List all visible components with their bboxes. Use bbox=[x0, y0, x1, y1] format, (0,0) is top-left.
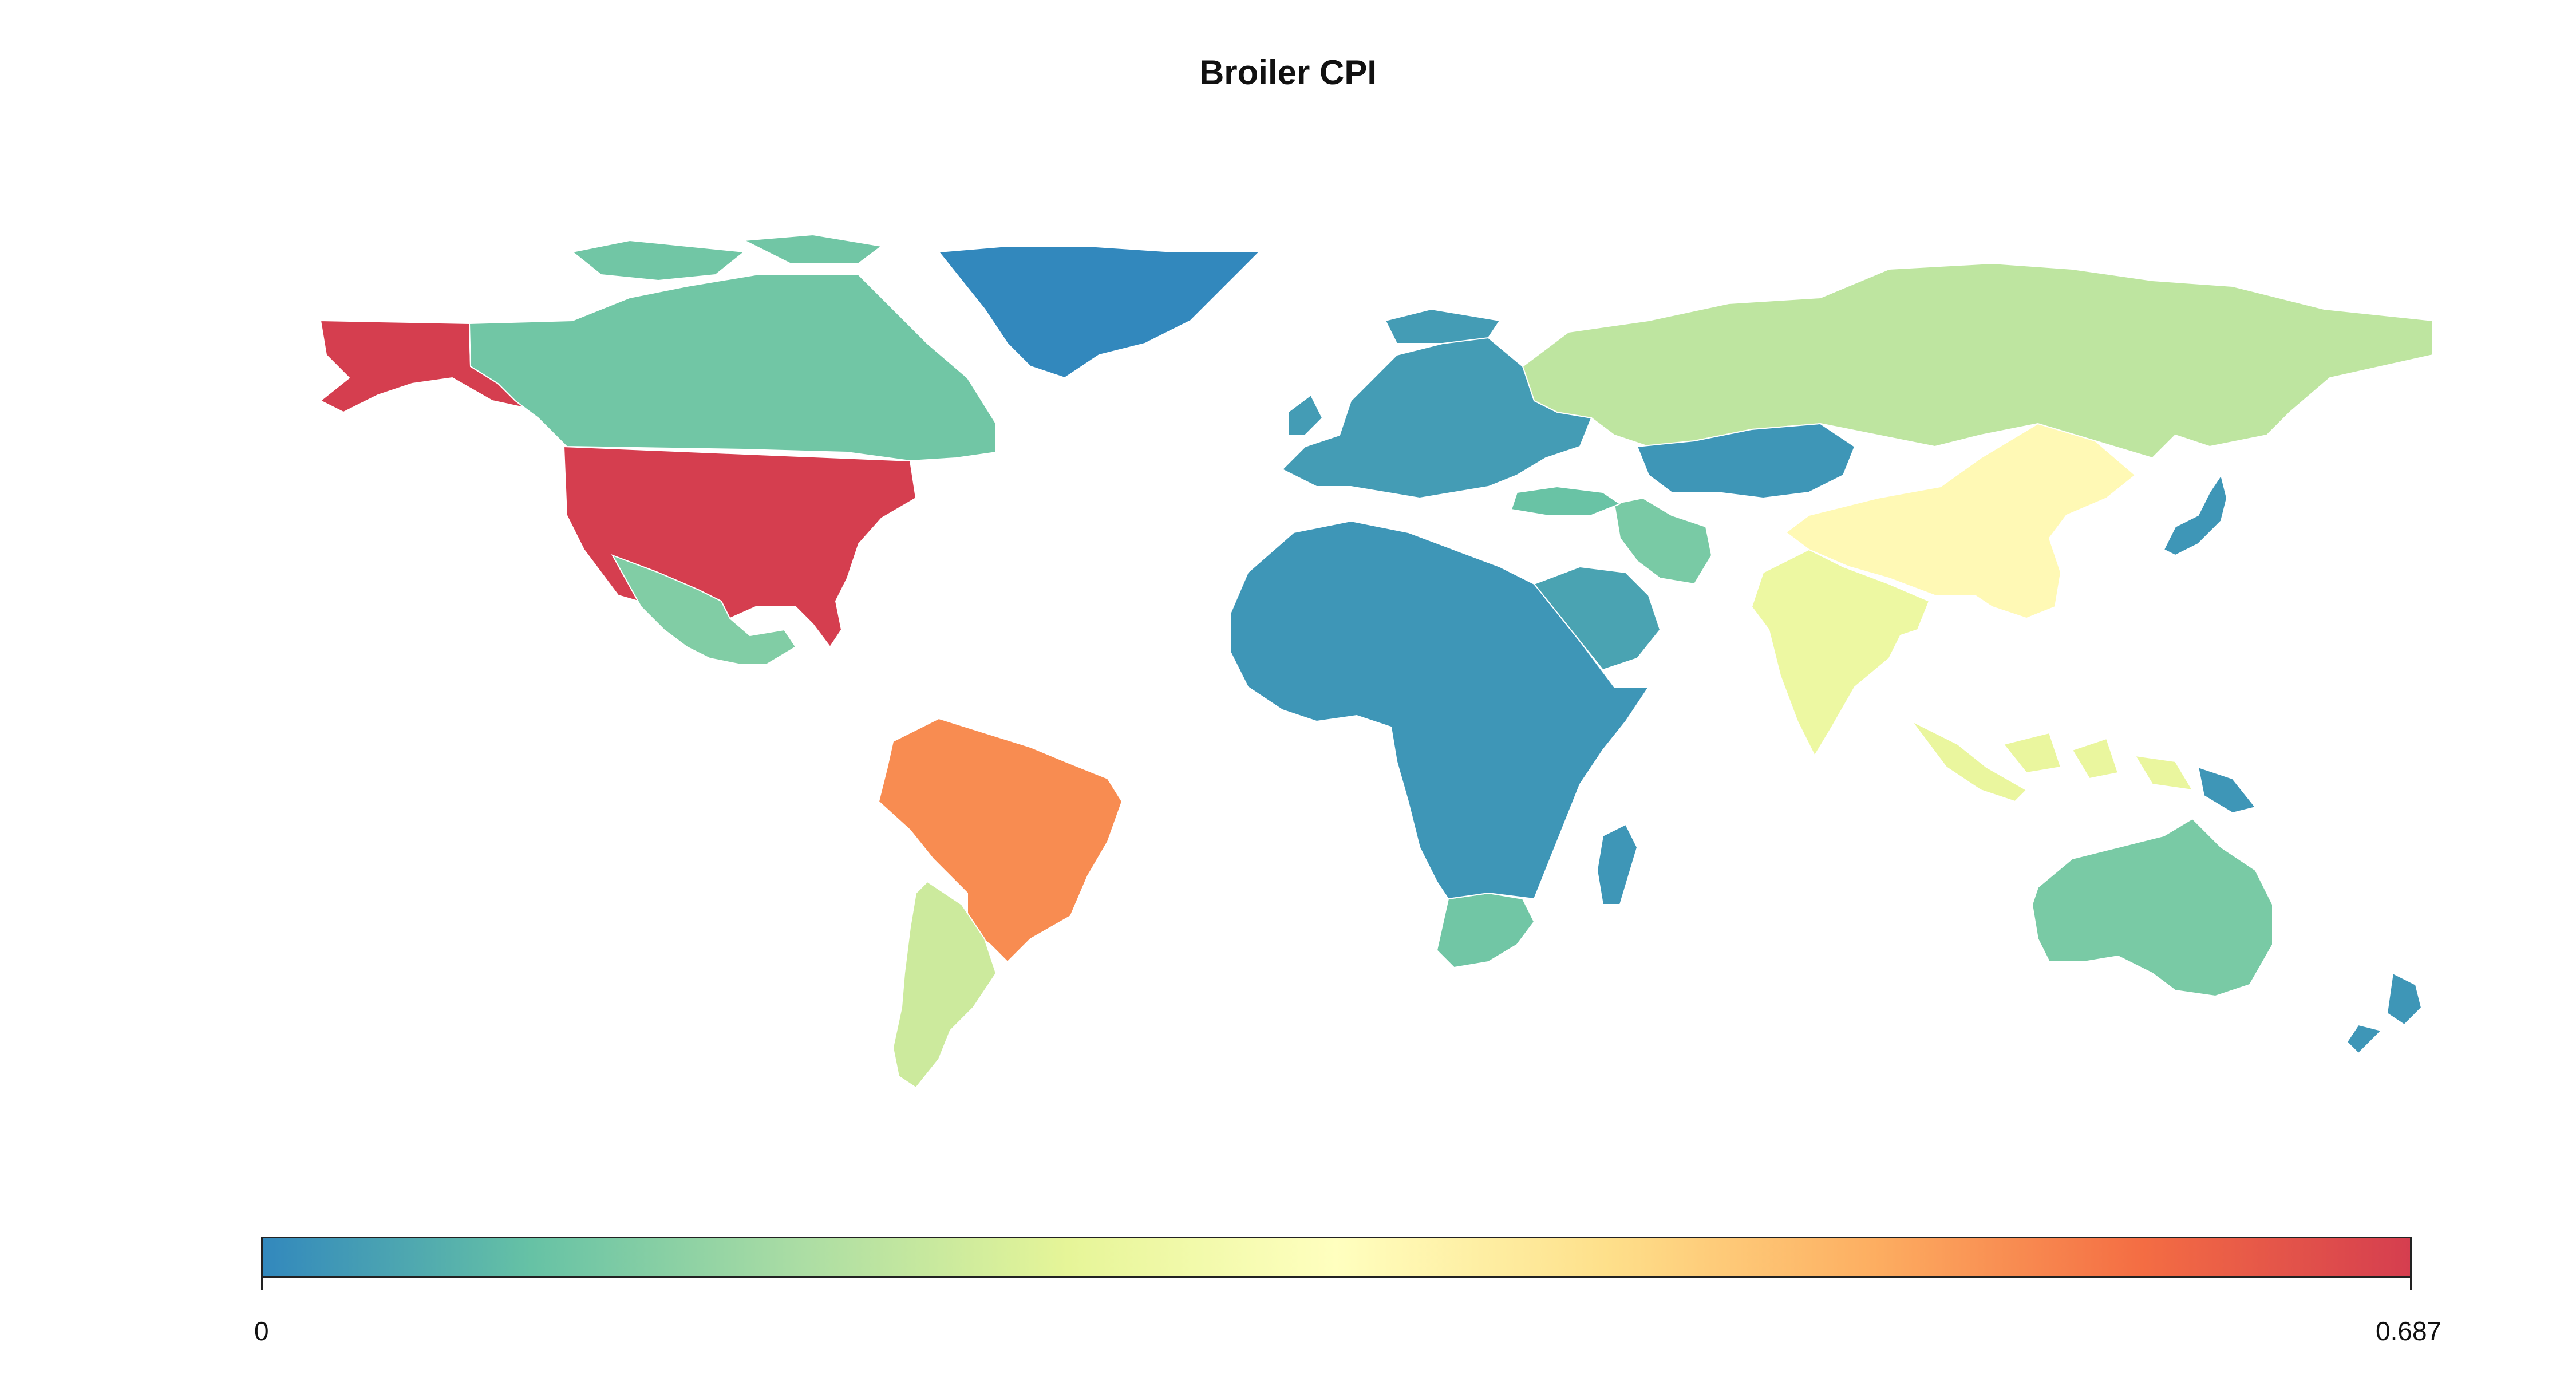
region-canada bbox=[468, 234, 997, 462]
colorbar-max-label: 0.687 bbox=[2376, 1316, 2442, 1346]
region-india bbox=[1751, 548, 1930, 757]
region-brazil bbox=[878, 717, 1123, 963]
region-africa-other bbox=[1230, 520, 1650, 905]
region-papua-new-guinea bbox=[2197, 766, 2257, 814]
region-kazakhstan bbox=[1636, 423, 1856, 499]
region-indonesia bbox=[1911, 721, 2194, 803]
region-china bbox=[1785, 423, 2136, 619]
region-russia bbox=[1522, 262, 2433, 459]
colorbar-min-tick bbox=[261, 1278, 263, 1290]
colorbar-min-label: 0 bbox=[254, 1316, 269, 1346]
region-japan bbox=[2163, 473, 2228, 556]
region-greenland bbox=[938, 246, 1261, 379]
region-new-zealand bbox=[2346, 972, 2423, 1055]
region-australia bbox=[2031, 818, 2273, 997]
region-united-states bbox=[563, 445, 917, 648]
region-mexico bbox=[611, 554, 797, 665]
region-europe-other bbox=[1281, 308, 1593, 499]
region-saudi-arabia bbox=[1533, 566, 1661, 671]
region-south-africa bbox=[1436, 892, 1535, 969]
region-iran bbox=[1613, 497, 1713, 585]
color-scale-bar bbox=[261, 1237, 2412, 1278]
region-argentina bbox=[892, 881, 997, 1089]
region-turkey bbox=[1510, 485, 1622, 516]
colorbar-max-tick bbox=[2410, 1278, 2412, 1290]
map-title: Broiler CPI bbox=[1199, 53, 1377, 92]
